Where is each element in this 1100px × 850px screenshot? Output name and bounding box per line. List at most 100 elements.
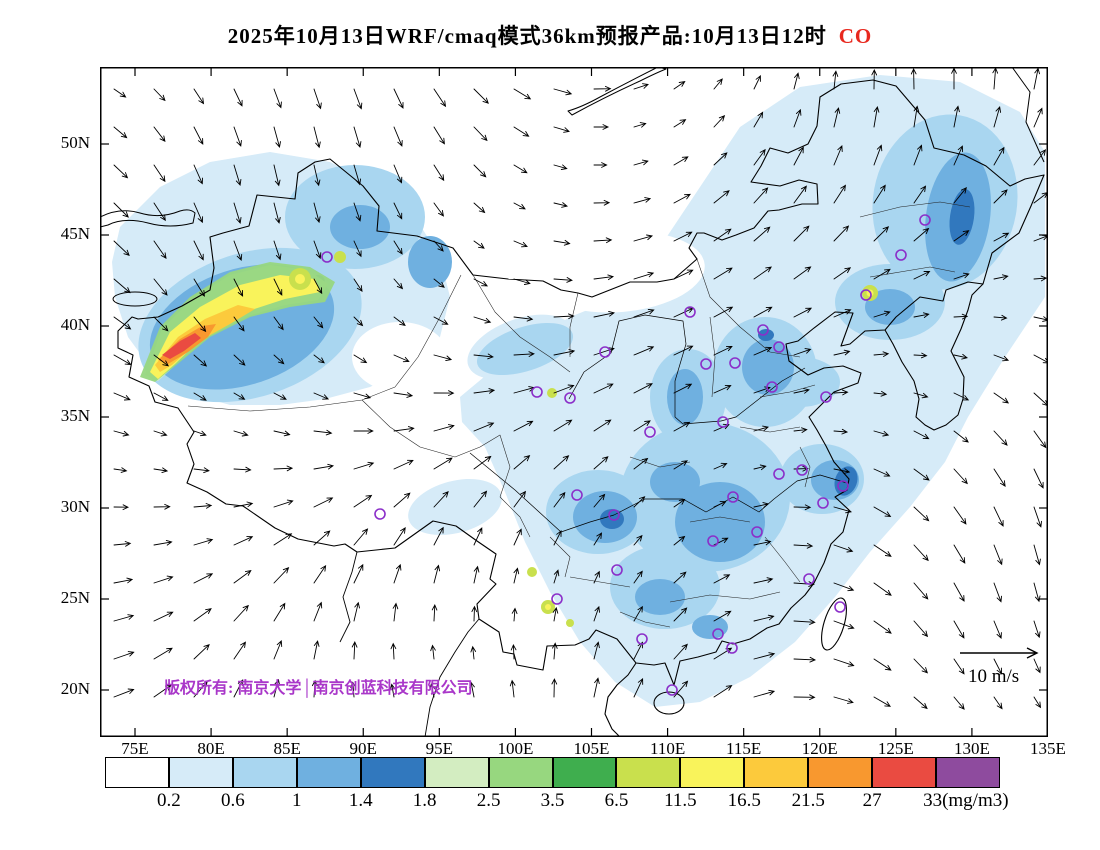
wind-arrow [953,105,960,128]
wind-arrow [353,563,364,584]
wind-arrow [113,202,129,218]
wind-arrow [193,681,208,698]
wind-arrow [313,640,320,660]
wind-arrow [273,392,287,400]
wind-arrow [473,455,492,470]
wind-arrow [833,184,846,204]
wind-arrow [753,502,770,508]
wind-arrow [113,614,135,622]
wind-arrow [353,528,369,546]
wind-arrow [430,644,436,660]
wind-arrow [353,428,374,434]
wind-arrow [633,677,644,698]
wind-arrow [393,426,415,432]
wind-arrow [633,383,653,394]
wind-arrow [553,419,573,432]
wind-arrow [833,145,843,166]
station-marker [636,633,648,645]
colorbar-segment [360,757,425,788]
wind-arrow [313,240,322,260]
wind-arrow [233,354,246,366]
lon-tick-label: 90E [349,739,377,758]
wind-arrow [593,347,615,356]
lat-tick-label: 50N [60,133,90,152]
wind-arrow [993,232,1010,242]
wind-arrow [553,349,576,356]
colorbar-segment [872,757,937,788]
wind-arrow [753,111,764,128]
wind-arrow [273,202,281,224]
wind-arrow [793,348,812,356]
station-marker [666,684,678,696]
station-marker [374,508,386,520]
wind-arrow [793,72,800,90]
wind-arrow [673,607,688,622]
wind-arrow [1033,506,1042,528]
station-marker [860,289,872,301]
wind-arrow [113,126,128,139]
wind-arrow [313,164,321,187]
wind-arrow [553,313,575,320]
wind-arrow [553,164,568,170]
station-marker [700,358,712,370]
wind-arrow [513,278,531,285]
wind-arrow [153,202,166,222]
station-marker [321,251,333,263]
wind-arrow [833,696,854,704]
wind-arrow [753,74,761,90]
wind-vectors [113,67,1048,710]
wind-arrow [273,678,281,698]
wind-arrow [873,390,888,397]
colorbar-labels: 0.2 0.6 1 1.4 1.8 2.5 3.5 6.5 11.5 16.5 21.5 27 33(m… [0,790,1100,818]
wind-arrow [273,602,286,622]
wind-arrow [513,420,534,432]
station-marker [531,386,543,398]
wind-arrow [873,351,890,357]
colorbar-segment [296,757,361,788]
wind-arrow [233,466,252,473]
lon-tick-label: 135E [1030,739,1066,758]
wind-arrow [233,126,242,147]
wind-arrow [953,392,970,401]
wind-arrow [233,278,244,297]
wind-arrow [953,658,965,675]
wind-arrow [1033,620,1041,639]
wind-arrow [993,658,1002,675]
wind-arrow [1033,696,1042,709]
wind-arrow [953,353,969,360]
wind-arrow [313,564,327,584]
wind-arrow [713,462,728,470]
wind-arrow [833,544,854,553]
wind-arrow [753,266,772,280]
korea-coastline [884,283,984,431]
wind-arrow [993,582,1002,603]
wind-arrow [633,234,654,242]
wind-arrow [913,658,929,674]
wind-arrow [873,506,892,518]
wind-arrow [193,316,207,333]
wind-arrow [593,124,610,130]
wind-arrow [673,535,686,546]
wind-arrow [833,309,852,318]
wind-arrow [793,619,816,625]
wind-arrow [273,240,282,261]
wind-arrow [913,430,930,440]
station-marker [729,357,741,369]
wind-arrow [993,620,1002,639]
wind-arrow [593,85,612,92]
wind-arrow [513,202,526,210]
wind-arrow [713,345,733,356]
wind-arrow [1033,392,1048,407]
wind-arrow [393,354,410,363]
wind-arrow [713,384,732,394]
wind-arrow [873,658,892,671]
wind-arrow [1033,149,1047,166]
wind-arrow [473,490,488,508]
wind-arrow [313,316,324,329]
wind-arrow [273,88,282,109]
wind-arrow [353,392,372,400]
wind-arrow [513,164,528,174]
wind-arrow [633,420,651,432]
wind-arrow [113,688,135,698]
